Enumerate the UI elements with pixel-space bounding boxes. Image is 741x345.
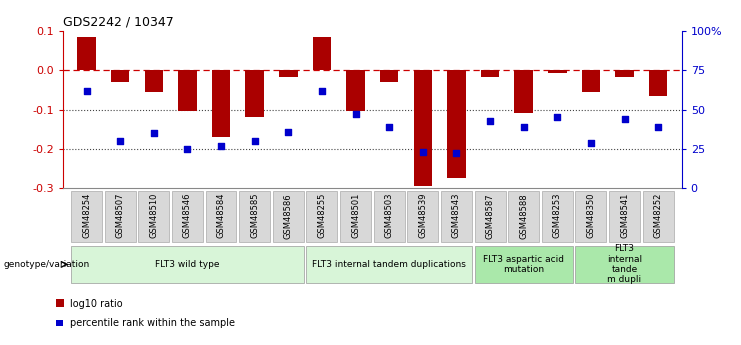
Bar [514, 70, 533, 114]
Bar [77, 37, 96, 70]
Point [652, 124, 664, 130]
Bar [346, 70, 365, 111]
FancyBboxPatch shape [71, 191, 102, 242]
FancyBboxPatch shape [239, 191, 270, 242]
Text: GSM48510: GSM48510 [149, 193, 159, 238]
FancyBboxPatch shape [642, 191, 674, 242]
Text: GSM48254: GSM48254 [82, 193, 91, 238]
FancyBboxPatch shape [139, 191, 169, 242]
Text: GSM48584: GSM48584 [216, 193, 225, 238]
Text: GSM48253: GSM48253 [553, 193, 562, 238]
Text: FLT3 wild type: FLT3 wild type [155, 260, 219, 269]
Bar [111, 70, 130, 82]
FancyBboxPatch shape [307, 191, 337, 242]
FancyBboxPatch shape [576, 191, 606, 242]
Text: FLT3 internal tandem duplications: FLT3 internal tandem duplications [312, 260, 466, 269]
Bar [313, 37, 331, 70]
Point [417, 149, 429, 155]
Point [215, 143, 227, 148]
FancyBboxPatch shape [408, 191, 438, 242]
Point [316, 88, 328, 93]
FancyBboxPatch shape [205, 191, 236, 242]
Text: GSM48539: GSM48539 [418, 193, 428, 238]
Text: FLT3 aspartic acid
mutation: FLT3 aspartic acid mutation [483, 255, 564, 274]
Point [518, 124, 530, 130]
Text: GSM48507: GSM48507 [116, 193, 124, 238]
Bar [481, 70, 499, 77]
FancyBboxPatch shape [474, 246, 573, 283]
Point [114, 138, 126, 144]
FancyBboxPatch shape [542, 191, 573, 242]
Bar [380, 70, 399, 82]
Bar [615, 70, 634, 77]
Bar [548, 70, 567, 73]
Point [148, 130, 160, 136]
FancyBboxPatch shape [104, 191, 136, 242]
FancyBboxPatch shape [273, 191, 304, 242]
FancyBboxPatch shape [71, 246, 304, 283]
Point [619, 116, 631, 122]
Point [585, 140, 597, 145]
Text: GSM48350: GSM48350 [586, 193, 596, 238]
Bar [413, 70, 432, 186]
FancyBboxPatch shape [340, 191, 371, 242]
Text: GSM48586: GSM48586 [284, 193, 293, 239]
Text: GSM48255: GSM48255 [317, 193, 327, 238]
Text: GSM48503: GSM48503 [385, 193, 393, 238]
Text: GSM48543: GSM48543 [452, 193, 461, 238]
FancyBboxPatch shape [307, 246, 472, 283]
FancyBboxPatch shape [441, 191, 472, 242]
Point [551, 115, 563, 120]
FancyBboxPatch shape [576, 246, 674, 283]
Text: GSM48541: GSM48541 [620, 193, 629, 238]
Text: genotype/variation: genotype/variation [4, 260, 90, 269]
Bar [279, 70, 298, 77]
Text: GSM48588: GSM48588 [519, 193, 528, 239]
Text: GSM48546: GSM48546 [183, 193, 192, 238]
Point [282, 129, 294, 134]
Point [350, 111, 362, 117]
Bar [178, 70, 196, 111]
Bar [582, 70, 600, 92]
Text: FLT3
internal
tande
m dupli: FLT3 internal tande m dupli [607, 244, 642, 285]
FancyBboxPatch shape [172, 191, 203, 242]
FancyBboxPatch shape [373, 191, 405, 242]
Point [249, 138, 261, 144]
FancyBboxPatch shape [609, 191, 640, 242]
Text: GSM48501: GSM48501 [351, 193, 360, 238]
Bar [649, 70, 668, 96]
Bar [144, 70, 163, 92]
Point [451, 151, 462, 156]
FancyBboxPatch shape [474, 191, 505, 242]
Text: GSM48585: GSM48585 [250, 193, 259, 238]
Point [81, 88, 93, 93]
Text: GSM48587: GSM48587 [485, 193, 494, 239]
Bar [212, 70, 230, 137]
Bar [245, 70, 264, 117]
Bar [447, 70, 465, 178]
Text: GSM48252: GSM48252 [654, 193, 662, 238]
Text: percentile rank within the sample: percentile rank within the sample [70, 318, 236, 327]
Text: log10 ratio: log10 ratio [70, 299, 123, 308]
FancyBboxPatch shape [508, 191, 539, 242]
Point [484, 118, 496, 123]
Point [182, 146, 193, 151]
Text: GDS2242 / 10347: GDS2242 / 10347 [63, 15, 173, 28]
Point [383, 124, 395, 130]
